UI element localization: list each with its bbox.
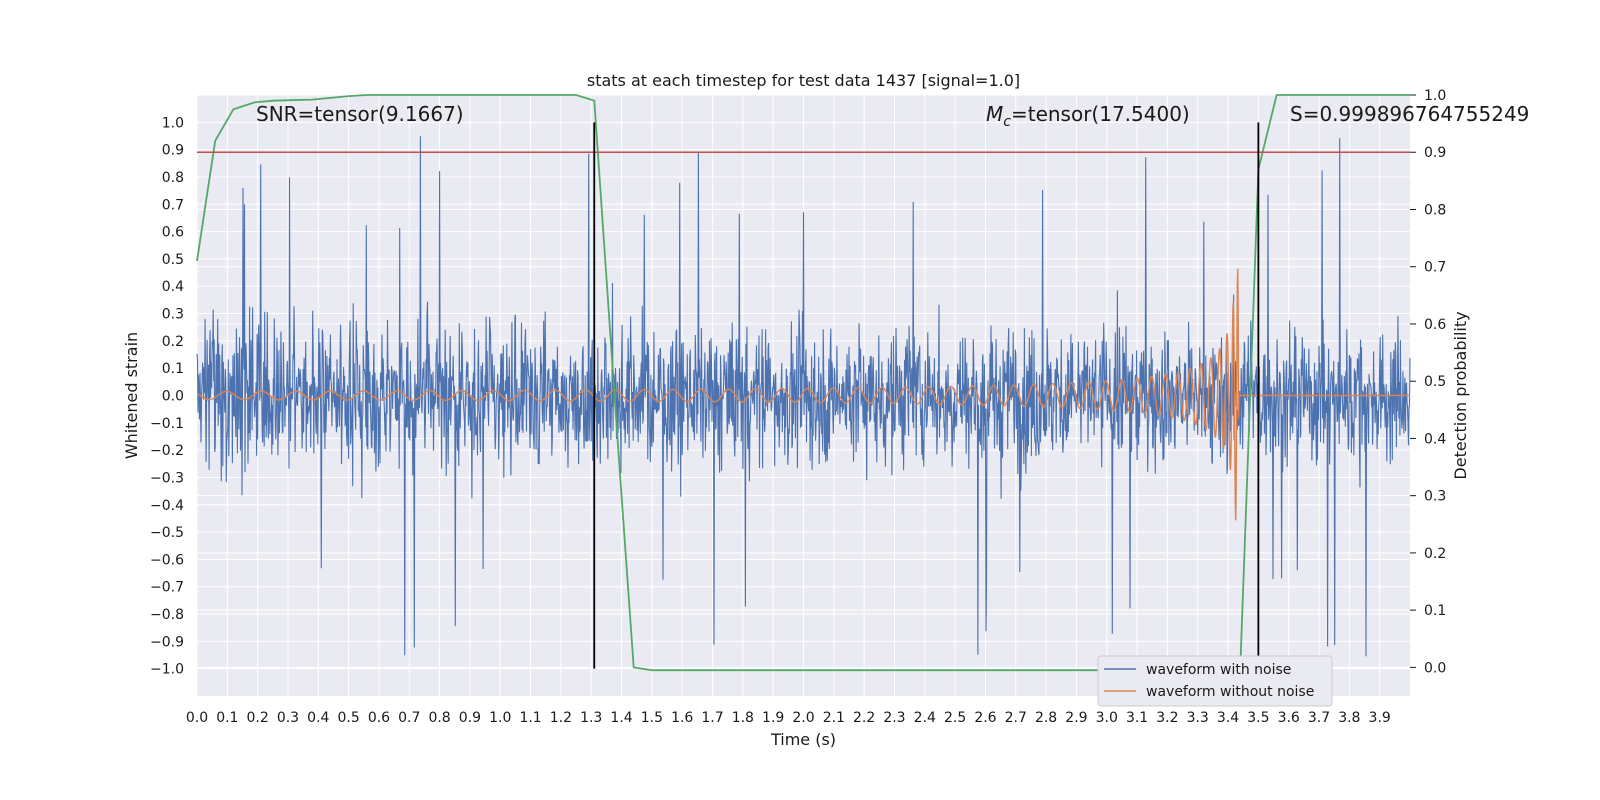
- y-tick-label: 0.1: [162, 361, 184, 377]
- x-tick-label: 3.9: [1369, 710, 1391, 726]
- y-right-tick-label: 0.9: [1424, 145, 1446, 161]
- y-tick-label: −0.3: [150, 470, 184, 486]
- y-tick-label: 0.7: [162, 197, 184, 213]
- x-tick-label: 3.8: [1338, 710, 1360, 726]
- y-tick-label: 0.0: [162, 389, 184, 405]
- y-tick-label: −0.7: [150, 580, 184, 596]
- x-tick-label: 2.8: [1035, 710, 1057, 726]
- y-tick-label: −0.9: [150, 634, 184, 650]
- x-tick-label: 2.2: [853, 710, 875, 726]
- y-right-tick-label: 0.6: [1424, 317, 1446, 333]
- x-tick-label: 3.1: [1126, 710, 1148, 726]
- series-waveform-without-noise: [196, 268, 1410, 521]
- x-tick-label: 2.0: [792, 710, 814, 726]
- x-tick-label: 0.1: [216, 710, 238, 726]
- chirp-mass-subscript: c: [1003, 114, 1011, 130]
- x-tick-label: 0.9: [459, 710, 481, 726]
- y-right-tick-label: 0.5: [1424, 374, 1446, 390]
- clean-waveform-path: [196, 268, 1410, 521]
- y-right-tick-label: 0.1: [1424, 603, 1446, 619]
- x-tick-label: 1.2: [550, 710, 572, 726]
- y-tick-label: 0.5: [162, 252, 184, 268]
- y-tick-label: 0.2: [162, 334, 184, 350]
- y-right-tick-label: 0.7: [1424, 260, 1446, 276]
- y-right-tick-label: 0.8: [1424, 202, 1446, 218]
- score-annotation: S=0.999896764755249: [1290, 102, 1529, 126]
- x-tick-labels: 0.0 0.1 0.2 0.3 0.4 0.5 0.6 0.7 0.8 0.9 1.0 1.1 1.2 1…: [186, 710, 1391, 726]
- series-detection-probability: [196, 94, 1410, 672]
- y-tick-label: −0.1: [150, 416, 184, 432]
- chirp-mass-value: =tensor(17.5400): [1011, 102, 1190, 126]
- x-tick-label: 2.3: [883, 710, 905, 726]
- x-tick-label: 3.5: [1247, 710, 1269, 726]
- y-right-tick-label: 0.0: [1424, 660, 1446, 676]
- y-tick-label: 0.6: [162, 225, 184, 241]
- x-tick-label: 1.0: [489, 710, 511, 726]
- x-tick-label: 1.5: [641, 710, 663, 726]
- x-tick-label: 0.5: [337, 710, 359, 726]
- x-axis-label: Time (s): [770, 730, 836, 749]
- x-tick-label: 1.1: [519, 710, 541, 726]
- x-tick-label: 0.4: [307, 710, 329, 726]
- x-tick-label: 3.6: [1278, 710, 1300, 726]
- chirp-mass-annotation: Mc=tensor(17.5400): [986, 102, 1190, 130]
- x-tick-label: 1.3: [580, 710, 602, 726]
- y-tick-label: 0.4: [162, 279, 184, 295]
- y-right-tick-label: 0.2: [1424, 546, 1446, 562]
- y-tick-labels: 1.0 0.9 0.8 0.7 0.6 0.5 0.4 0.3 0.2 0.1 0.0 −0.1 −0.…: [150, 115, 184, 677]
- legend-label-noise: waveform with noise: [1146, 662, 1291, 678]
- vertical-markers: [593, 122, 1260, 669]
- x-tick-label: 2.5: [944, 710, 966, 726]
- y-right-tick-label: 1.0: [1424, 88, 1446, 104]
- y-tick-label: −0.6: [150, 552, 184, 568]
- x-tick-label: 3.7: [1308, 710, 1330, 726]
- x-tick-label: 2.7: [1005, 710, 1027, 726]
- x-tick-label: 2.1: [823, 710, 845, 726]
- x-tick-label: 0.6: [368, 710, 390, 726]
- x-tick-label: 3.3: [1187, 710, 1209, 726]
- x-tick-label: 0.7: [398, 710, 420, 726]
- detection-probability-path: [196, 94, 1410, 672]
- x-tick-label: 0.8: [428, 710, 450, 726]
- x-tick-label: 3.2: [1156, 710, 1178, 726]
- x-tick-label: 3.4: [1217, 710, 1239, 726]
- x-tick-label: 1.9: [762, 710, 784, 726]
- x-tick-label: 0.0: [186, 710, 208, 726]
- y-tick-label: 0.3: [162, 307, 184, 323]
- y-right-tick-label: 0.3: [1424, 489, 1446, 505]
- x-tick-label: 0.2: [247, 710, 269, 726]
- y-tick-label: −0.8: [150, 607, 184, 623]
- legend: waveform with noise waveform without noi…: [1097, 655, 1333, 707]
- y-tick-label: −0.5: [150, 525, 184, 541]
- y-axis-label: Whitened strain: [122, 332, 141, 459]
- x-tick-label: 2.4: [914, 710, 936, 726]
- x-tick-label: 1.6: [671, 710, 693, 726]
- y-right-tick-labels: 1.0 0.9 0.8 0.7 0.6 0.5 0.4 0.3 0.2 0.1 0.0: [1410, 88, 1446, 676]
- y-tick-label: −1.0: [150, 662, 184, 678]
- x-tick-label: 0.3: [277, 710, 299, 726]
- y-tick-label: 1.0: [162, 115, 184, 131]
- x-tick-label: 1.4: [610, 710, 632, 726]
- y-tick-label: 0.9: [162, 143, 184, 159]
- legend-box: [1097, 655, 1333, 707]
- x-tick-label: 1.8: [732, 710, 754, 726]
- chart-title: stats at each timestep for test data 143…: [587, 71, 1020, 90]
- y-tick-label: 0.8: [162, 170, 184, 186]
- x-tick-label: 3.0: [1096, 710, 1118, 726]
- x-tick-label: 2.6: [974, 710, 996, 726]
- y-tick-label: −0.2: [150, 443, 184, 459]
- snr-annotation: SNR=tensor(9.1667): [256, 102, 464, 126]
- legend-label-clean: waveform without noise: [1146, 684, 1314, 700]
- x-tick-label: 2.9: [1065, 710, 1087, 726]
- y-tick-label: −0.4: [150, 498, 184, 514]
- chirp-mass-symbol: M: [986, 102, 1003, 126]
- y-right-axis-label: Detection probability: [1451, 311, 1470, 479]
- y-right-tick-label: 0.4: [1424, 431, 1446, 447]
- x-tick-label: 1.7: [701, 710, 723, 726]
